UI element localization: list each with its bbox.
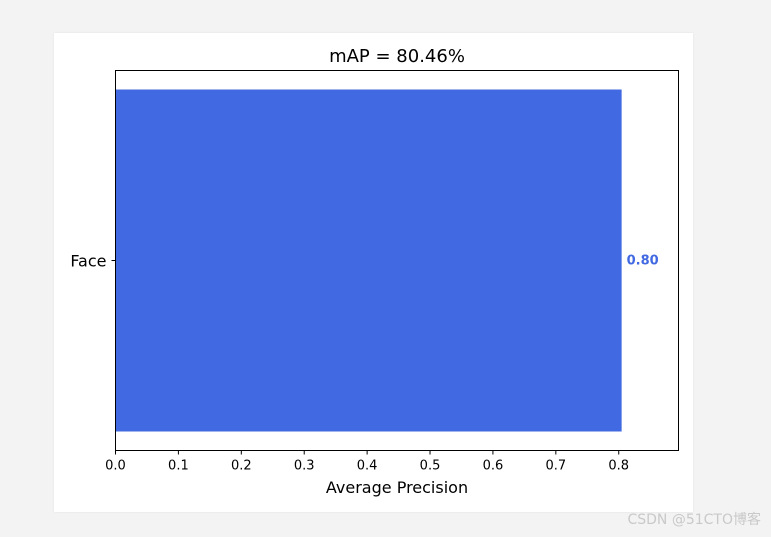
x-tick-label: 0.0 <box>105 459 126 474</box>
x-tick-label: 0.8 <box>608 459 629 474</box>
y-category-label: Face <box>70 252 106 271</box>
x-tick-label: 0.1 <box>168 459 189 474</box>
watermark: CSDN @51CTO博客 <box>627 512 761 528</box>
bar-face <box>115 89 622 432</box>
chart-title: mAP = 80.46% <box>329 46 465 67</box>
x-tick-label: 0.6 <box>483 459 504 474</box>
x-tick-label: 0.7 <box>545 459 566 474</box>
x-tick-label: 0.2 <box>231 459 252 474</box>
x-tick-label: 0.4 <box>357 459 378 474</box>
x-tick-label: 0.3 <box>294 459 315 474</box>
bar-value-label: 0.80 <box>627 254 659 269</box>
x-axis-label: Average Precision <box>326 478 468 497</box>
x-tick-label: 0.5 <box>420 459 441 474</box>
